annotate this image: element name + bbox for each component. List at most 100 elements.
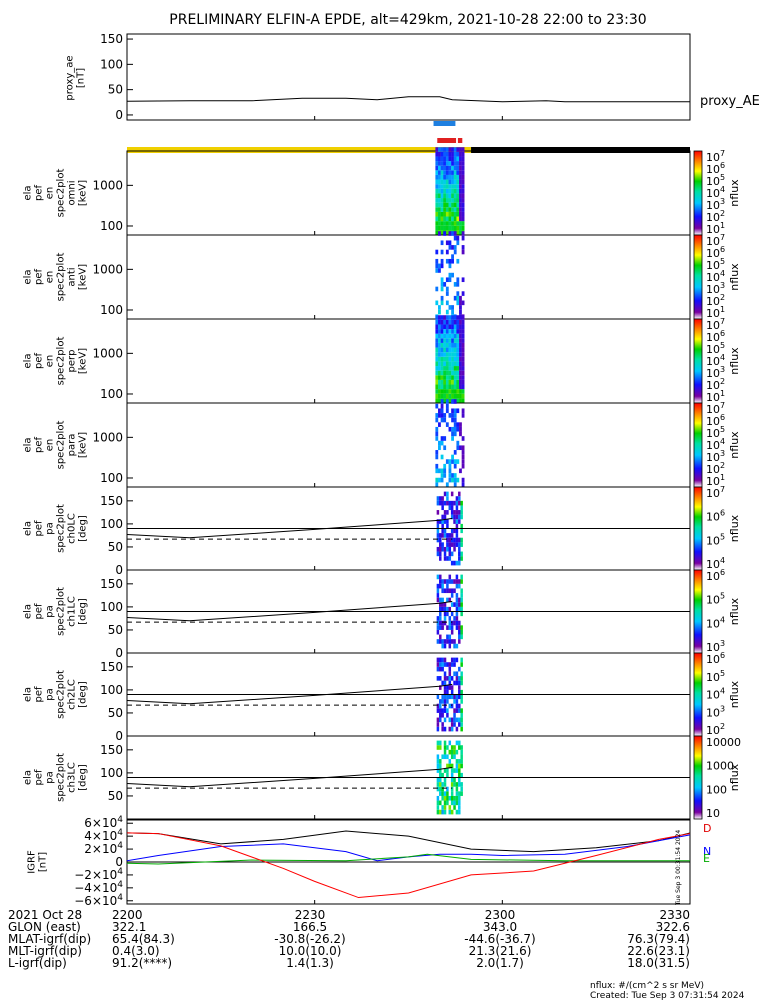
spectrogram-cell — [461, 315, 465, 320]
spectrogram-cell — [461, 235, 465, 241]
spectrogram-cell — [453, 342, 457, 348]
spectrogram-cell — [453, 179, 457, 185]
spectrogram-cell — [445, 179, 449, 185]
spectrogram-cell — [448, 356, 452, 362]
pitch-angle-cell — [450, 777, 454, 783]
spectrogram-cell — [448, 193, 452, 199]
spectrogram-cell — [435, 454, 439, 460]
spectrogram-cell — [443, 379, 447, 385]
spectrogram-cell — [456, 225, 460, 231]
pitch-angle-cell — [439, 745, 442, 750]
spectrogram-cell — [440, 413, 444, 418]
y-label-line: ela — [23, 604, 34, 619]
spectrogram-cell — [445, 324, 449, 330]
pitch-angle-cell — [441, 533, 444, 538]
spectrogram-cell — [451, 179, 454, 185]
spectrogram-cell — [456, 202, 460, 208]
spectrogram-cell — [443, 170, 447, 175]
spectrogram-cell — [440, 333, 444, 339]
spectrogram-cell — [440, 193, 444, 199]
pitch-angle-cell — [455, 657, 459, 663]
spectrogram-cell — [445, 277, 449, 283]
spectrogram-cell — [440, 384, 444, 390]
spectrogram-cell — [435, 165, 439, 171]
spectrogram-cell — [453, 231, 457, 236]
spectrogram-cell — [435, 263, 439, 269]
pitch-angle-cell — [446, 634, 449, 640]
pitch-angle-cell — [460, 726, 463, 732]
spectrogram-cell — [451, 384, 454, 390]
pitch-angle-cell — [455, 625, 459, 630]
spectrogram-cell — [448, 151, 452, 157]
y-label-line: [keV] — [78, 180, 89, 206]
pitch-angle-cell — [441, 657, 444, 663]
colorbar-tick-label: 101 — [706, 221, 725, 236]
pitch-angle-cell — [453, 782, 456, 787]
spectrogram-cell — [440, 329, 444, 334]
pitch-angle-cell — [460, 689, 463, 695]
spectrogram-cell — [440, 440, 444, 446]
pitch-angle-cell — [448, 676, 452, 681]
spectrogram-cell — [435, 319, 439, 325]
pitch-angle-ylabel: ela pef pa spec2plot ch3LC [deg] — [23, 753, 89, 802]
spectrogram-cell — [448, 179, 452, 185]
pitch-angle-cell — [458, 717, 461, 723]
pitch-angle-cell — [453, 546, 456, 552]
spectrogram-cell — [453, 473, 457, 478]
pitch-angle-cell — [448, 616, 452, 621]
loss-cone-line — [126, 683, 453, 705]
pitch-angle-cell — [460, 625, 463, 630]
spectrogram-cell — [445, 459, 449, 464]
spectrogram-cell — [445, 156, 449, 162]
footer-cell: 22.6(23.1) — [627, 944, 690, 958]
pitch-angle-cell — [443, 768, 447, 773]
spectrogram-cell — [440, 347, 444, 353]
spectrogram-cell — [453, 450, 457, 455]
pitch-angle-cell — [458, 666, 461, 672]
pitch-angle-cell — [448, 795, 452, 801]
pitch-angle-cell — [458, 795, 461, 801]
pitch-angle-cell — [439, 759, 442, 764]
spectrogram-cell — [440, 258, 444, 264]
spectrogram-cell — [440, 156, 444, 162]
colorbar-tick-label: 101 — [706, 473, 725, 488]
y-label-line: [deg] — [78, 681, 89, 708]
spectrogram-cell — [456, 366, 460, 371]
spectrogram-cell — [453, 393, 457, 399]
spectrogram-cell — [448, 413, 452, 418]
pitch-angle-cell — [448, 551, 452, 557]
spectrogram-cell — [459, 309, 462, 315]
pitch-angle-cell — [460, 606, 463, 612]
pitch-angle-cell — [448, 542, 452, 547]
spectrogram-cell — [445, 225, 449, 231]
pitch-angle-cell — [436, 754, 440, 760]
pitch-angle-cell — [448, 505, 452, 511]
pitch-angle-cell — [446, 556, 449, 561]
pitch-angle-cell — [448, 597, 452, 603]
spectrogram-cell — [456, 156, 460, 162]
spectrogram-cell — [456, 319, 460, 325]
pitch-angle-panel: 150 100 50 ela pef pa spec2plot ch3LC [deg] 10000… — [23, 735, 741, 820]
pitch-angle-cell — [458, 708, 461, 713]
spectrogram-cell — [440, 184, 444, 189]
spectrogram-cell — [438, 225, 441, 231]
y-label-line: pef — [34, 603, 45, 620]
spectrogram-cell — [456, 352, 460, 357]
spectrogram-cell — [445, 300, 449, 306]
spectrogram-cell — [451, 170, 454, 175]
pitch-angle-cell — [450, 694, 454, 700]
pitch-angle-cell — [441, 588, 444, 594]
colorbar-tick-label: 105 — [706, 173, 725, 188]
pitch-angle-cell — [439, 703, 442, 709]
spectrogram-cell — [461, 216, 465, 222]
pitch-angle-cell — [446, 676, 449, 681]
pitch-angle-cell — [448, 685, 452, 690]
spectrogram-cell — [440, 370, 444, 376]
spectrogram-cell — [448, 342, 452, 348]
spectrogram-cell — [448, 174, 452, 180]
pitch-angle-cell — [446, 606, 449, 612]
spectrogram-cell — [451, 231, 454, 236]
pitch-angle-cell — [455, 786, 459, 792]
